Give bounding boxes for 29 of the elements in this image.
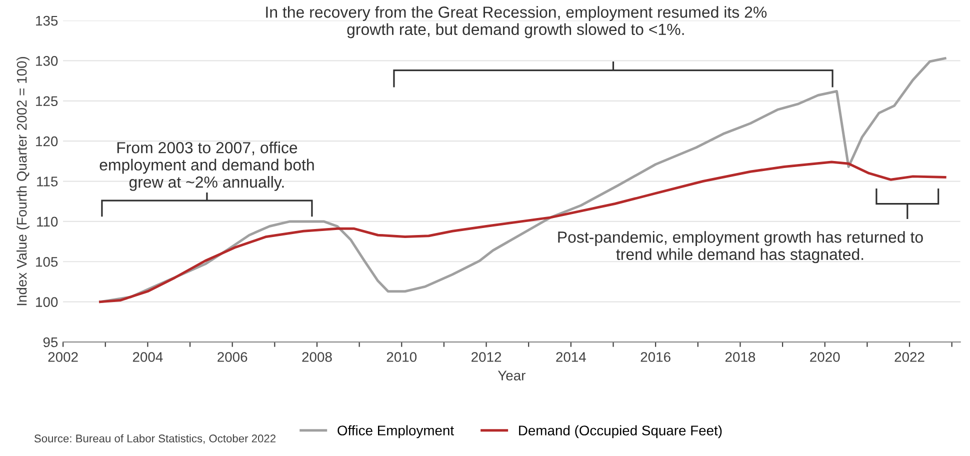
y-tick-label: 115 — [37, 176, 58, 186]
x-tick-label: 2002 — [48, 352, 78, 362]
legend-label: Office Employment — [338, 425, 454, 438]
x-tick-label: 2008 — [302, 352, 332, 362]
x-tick-label: 2010 — [386, 352, 417, 362]
y-tick-label: 110 — [37, 216, 58, 227]
x-tick-label: 2006 — [218, 352, 248, 362]
y-tick-label: 120 — [36, 136, 58, 146]
y-tick-label: 95 — [43, 337, 58, 348]
y-tick-label: 130 — [36, 56, 58, 66]
y-tick-label: 135 — [36, 16, 58, 26]
y-tick-label: 125 — [36, 96, 58, 106]
x-tick-label: 2022 — [894, 352, 924, 362]
y-tick-label: 105 — [36, 256, 58, 267]
x-tick-label: 2018 — [725, 352, 756, 362]
x-tick-label: 2014 — [556, 352, 586, 362]
x-axis-title: Year — [498, 370, 526, 380]
x-tick-label: 2020 — [810, 352, 840, 362]
annotation: Post-pandemic, employment growth has returned to trend while demand has stagnated. — [558, 231, 923, 264]
annotation: From 2003 to 2007, office employment and demand both grew at ~2% annually. — [100, 142, 314, 191]
x-tick-label: 2012 — [472, 352, 502, 362]
y-tick-label: 100 — [36, 297, 58, 307]
x-tick-label: 2004 — [132, 352, 163, 362]
y-axis-title: Index Value (Fourth Quarter 2002 = 100) — [16, 56, 30, 306]
x-tick-label: 2016 — [640, 352, 670, 362]
line-series — [99, 160, 946, 304]
annotation: In the recovery from the Great Recession, employment resumed its 2% growth rate, but demand growth slowed to <1%. — [266, 6, 767, 38]
legend-label: Demand (Occupied Square Feet) — [519, 425, 722, 438]
source-note: Source: Bureau of Labor Statistics, October 2022 — [34, 434, 276, 444]
